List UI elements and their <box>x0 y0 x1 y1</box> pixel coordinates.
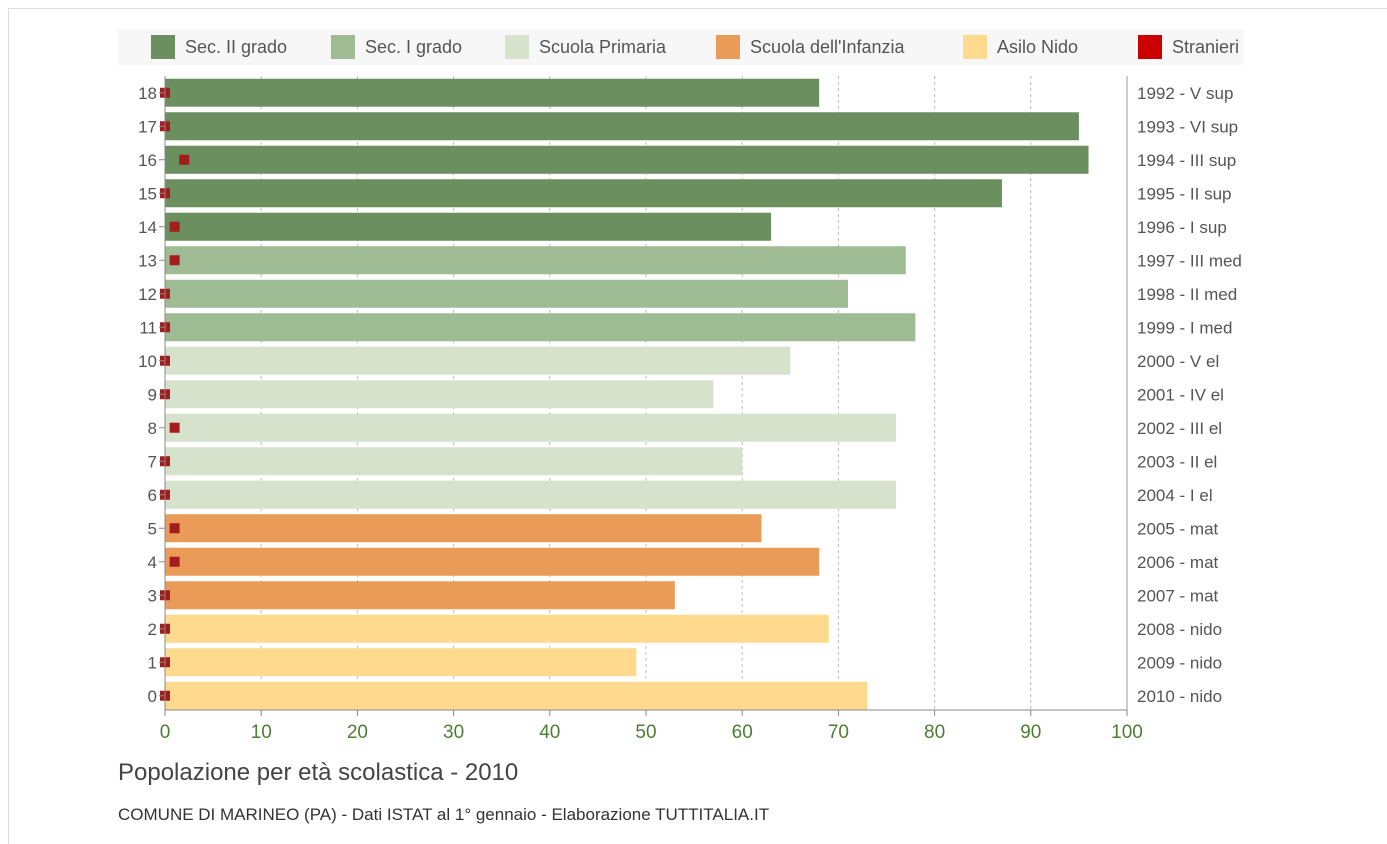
year-label-age-4: 2006 - mat <box>1137 553 1219 572</box>
x-tick-label-20: 20 <box>347 722 368 743</box>
year-label-age-5: 2005 - mat <box>1137 519 1219 538</box>
age-label-4: 4 <box>148 553 157 572</box>
bar-age-17 <box>165 112 1079 141</box>
age-label-12: 12 <box>138 285 157 304</box>
bar-age-1 <box>165 648 637 677</box>
bar-age-8 <box>165 413 897 442</box>
legend-label-nido: Asilo Nido <box>997 36 1079 57</box>
age-label-3: 3 <box>148 586 157 605</box>
legend-swatch-stranieri <box>1138 35 1162 59</box>
year-label-age-0: 2010 - nido <box>1137 687 1222 706</box>
chart-frame <box>8 8 1387 844</box>
year-label-age-15: 1995 - II sup <box>1137 184 1232 203</box>
year-label-age-12: 1998 - II med <box>1137 285 1237 304</box>
bar-age-16 <box>165 145 1089 174</box>
bar-age-15 <box>165 179 1002 208</box>
stranieri-marker-age-14 <box>169 221 180 232</box>
year-label-age-6: 2004 - I el <box>1137 486 1213 505</box>
age-label-1: 1 <box>148 653 157 672</box>
chart-title: Popolazione per età scolastica - 2010 <box>118 759 519 786</box>
bar-age-5 <box>165 514 762 543</box>
bar-age-14 <box>165 212 772 241</box>
legend-swatch-infanzia <box>716 35 740 59</box>
x-tick-label-100: 100 <box>1111 722 1143 743</box>
legend-swatch-sec2 <box>151 35 175 59</box>
x-tick-label-10: 10 <box>251 722 272 743</box>
legend-label-infanzia: Scuola dell'Infanzia <box>750 36 905 57</box>
legend-label-sec1: Sec. I grado <box>365 36 463 57</box>
legend-item-primaria: Scuola Primaria <box>505 29 666 65</box>
bar-age-11 <box>165 313 916 342</box>
age-label-11: 11 <box>139 318 157 337</box>
age-label-15: 15 <box>138 184 157 203</box>
year-label-age-8: 2002 - III el <box>1137 419 1222 438</box>
legend-label-stranieri: Stranieri <box>1172 36 1240 57</box>
bar-age-18 <box>165 78 820 107</box>
bar-age-13 <box>165 246 906 275</box>
age-label-7: 7 <box>148 452 157 471</box>
age-label-9: 9 <box>148 385 157 404</box>
age-label-0: 0 <box>148 687 157 706</box>
stranieri-marker-age-5 <box>169 523 180 534</box>
age-label-6: 6 <box>148 486 157 505</box>
x-tick-label-70: 70 <box>828 722 849 743</box>
bar-age-3 <box>165 581 675 610</box>
bar-age-10 <box>165 346 791 375</box>
bar-age-6 <box>165 480 897 509</box>
x-tick-label-0: 0 <box>160 722 171 743</box>
age-label-17: 17 <box>138 117 157 136</box>
year-label-age-17: 1993 - VI sup <box>1137 117 1238 136</box>
x-tick-label-30: 30 <box>443 722 464 743</box>
stranieri-marker-age-4 <box>169 556 180 567</box>
x-tick-label-40: 40 <box>539 722 560 743</box>
age-label-10: 10 <box>138 352 157 371</box>
age-label-5: 5 <box>148 519 157 538</box>
year-label-age-7: 2003 - II el <box>1137 452 1217 471</box>
x-tick-label-80: 80 <box>924 722 945 743</box>
legend-item-stranieri: Stranieri <box>1138 29 1239 65</box>
year-label-age-13: 1997 - III med <box>1137 251 1242 270</box>
age-label-13: 13 <box>138 251 157 270</box>
bar-age-2 <box>165 614 829 643</box>
bar-age-0 <box>165 681 868 710</box>
x-tick-label-50: 50 <box>635 722 656 743</box>
chart-source: COMUNE DI MARINEO (PA) - Dati ISTAT al 1… <box>118 805 770 824</box>
year-label-age-10: 2000 - V el <box>1137 352 1219 371</box>
legend-label-primaria: Scuola Primaria <box>539 36 667 57</box>
stranieri-marker-age-8 <box>169 422 180 433</box>
chart-legend: Sec. II grado Sec. I grado Scuola Primaria… <box>118 29 1244 65</box>
x-tick-label-90: 90 <box>1020 722 1041 743</box>
year-label-age-1: 2009 - nido <box>1137 653 1222 672</box>
year-label-age-18: 1992 - V sup <box>1137 84 1233 103</box>
legend-item-sec2: Sec. II grado <box>151 29 287 65</box>
year-label-age-11: 1999 - I med <box>1137 318 1232 337</box>
year-label-age-16: 1994 - III sup <box>1137 151 1236 170</box>
bar-age-12 <box>165 279 849 308</box>
legend-item-sec1: Sec. I grado <box>331 29 462 65</box>
age-label-14: 14 <box>138 218 157 237</box>
legend-label-sec2: Sec. II grado <box>185 36 288 57</box>
legend-swatch-nido <box>963 35 987 59</box>
year-label-age-14: 1996 - I sup <box>1137 218 1227 237</box>
year-label-age-9: 2001 - IV el <box>1137 385 1224 404</box>
age-label-16: 16 <box>138 151 157 170</box>
age-label-2: 2 <box>148 620 157 639</box>
bar-age-4 <box>165 547 820 576</box>
year-label-age-2: 2008 - nido <box>1137 620 1222 639</box>
bar-age-7 <box>165 447 743 476</box>
legend-swatch-sec1 <box>331 35 355 59</box>
stranieri-marker-age-16 <box>179 154 190 165</box>
x-tick-label-60: 60 <box>732 722 753 743</box>
age-label-8: 8 <box>148 419 157 438</box>
legend-swatch-primaria <box>505 35 529 59</box>
stranieri-marker-age-13 <box>169 255 180 266</box>
age-label-18: 18 <box>138 84 157 103</box>
legend-item-infanzia: Scuola dell'Infanzia <box>716 29 905 65</box>
year-label-age-3: 2007 - mat <box>1137 586 1219 605</box>
bar-age-9 <box>165 380 714 409</box>
legend-item-nido: Asilo Nido <box>963 29 1078 65</box>
